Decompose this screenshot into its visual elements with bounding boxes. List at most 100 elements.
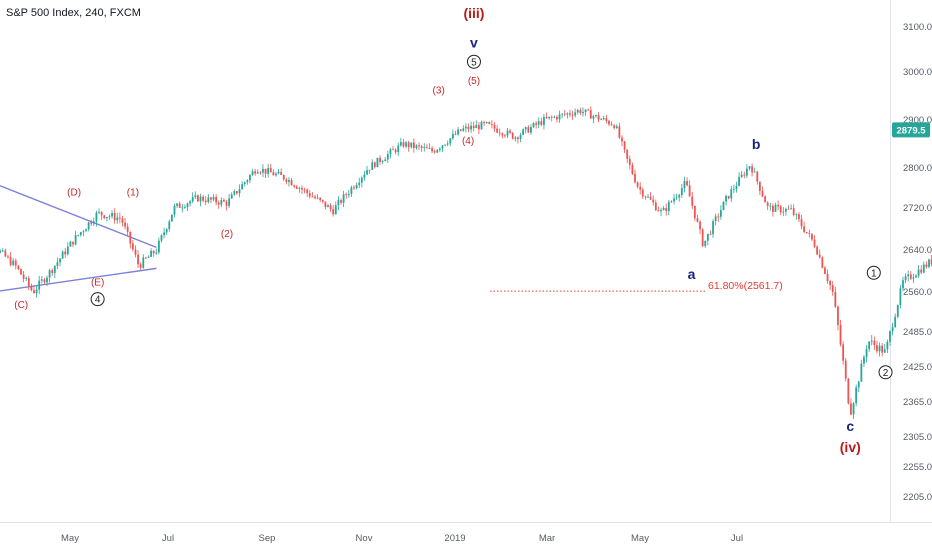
candle-body [376, 157, 379, 168]
candle-body [12, 260, 15, 266]
candle-body [212, 197, 215, 200]
candle-body [389, 149, 392, 155]
candle-body [688, 185, 691, 197]
candle-body [485, 121, 488, 123]
candle-body [454, 133, 457, 135]
candle-body [847, 378, 850, 404]
candle-body [582, 111, 584, 114]
candle-body [657, 210, 660, 212]
candle-body [925, 264, 928, 267]
candle-body [470, 125, 472, 130]
candle-body [514, 137, 517, 139]
candle-body [100, 211, 103, 216]
candle-body [379, 157, 381, 162]
candle-body [758, 181, 761, 192]
wave-label: c [846, 418, 854, 434]
candle-body [288, 179, 290, 182]
candle-body [628, 158, 631, 166]
candle-body [907, 274, 910, 277]
candle-body [818, 254, 821, 258]
wave-circle [878, 365, 893, 380]
price-tick-label: 3100.0 [903, 22, 932, 33]
candle-body [405, 142, 407, 147]
candle-body [204, 200, 207, 203]
candle-body [40, 279, 43, 281]
trendline [0, 184, 157, 249]
candle-body [280, 171, 283, 175]
candle-body [0, 250, 2, 253]
candle-body [4, 250, 7, 257]
candle-body [168, 221, 171, 230]
fib-level: 61.80%(2561.7) [490, 280, 783, 292]
time-tick-label: 2019 [444, 533, 465, 544]
price-tick-label: 2800.0 [903, 163, 932, 174]
candle-body [660, 210, 662, 212]
candle-body [686, 181, 688, 186]
candle-body [524, 127, 527, 130]
candle-body [860, 363, 863, 382]
candle-body [683, 181, 686, 189]
candle-body [72, 241, 74, 245]
price-tick-label: 2255.0 [903, 462, 932, 473]
current-price-badge[interactable]: 2879.5 [892, 122, 930, 138]
candle-body [506, 130, 509, 136]
wave-label: (D) [67, 188, 81, 199]
candle-body [186, 203, 189, 208]
candle-body [210, 197, 212, 200]
price-tick-label: 2365.0 [903, 397, 932, 408]
candle-body [415, 145, 418, 148]
candle-body [220, 200, 223, 205]
candle-body [735, 185, 738, 189]
candle-body [634, 173, 636, 183]
candle-body [667, 201, 670, 212]
candle-body [472, 125, 475, 129]
plot-background [0, 0, 890, 522]
candle-body [704, 240, 707, 247]
candle-body [917, 269, 920, 276]
candle-body [386, 154, 389, 160]
candle-body [74, 235, 77, 245]
candle-body [324, 201, 327, 208]
candle-body [483, 121, 486, 123]
candle-body [327, 205, 329, 208]
candle-body [20, 269, 22, 275]
candle-body [826, 273, 829, 281]
candle-body [548, 116, 551, 119]
candle-body [150, 250, 152, 257]
candle-body [878, 345, 881, 352]
candle-body [269, 168, 272, 173]
wave-label: (iv) [840, 439, 861, 455]
candle-body [870, 340, 873, 342]
wave-circle [466, 54, 481, 69]
candle-body [894, 316, 897, 328]
candle-body [431, 148, 433, 152]
time-tick-label: May [631, 533, 649, 544]
candle-body [298, 188, 301, 189]
candle-body [61, 251, 64, 259]
candle-body [92, 221, 95, 224]
wave-label: (1) [127, 188, 139, 199]
candle-body [428, 148, 431, 149]
wave-label: 5 [471, 57, 477, 68]
candle-body [329, 205, 332, 210]
price-tick-label: 2305.0 [903, 432, 932, 443]
wave-label: (5) [468, 76, 480, 87]
candle-body [111, 213, 113, 217]
candle-body [394, 149, 397, 153]
candle-body [842, 344, 845, 361]
candle-body [137, 254, 139, 265]
candle-body [670, 201, 673, 203]
candle-body [412, 142, 415, 148]
candle-body [595, 115, 597, 117]
candle-body [785, 208, 787, 212]
candle-body [14, 260, 17, 266]
candle-body [863, 357, 865, 364]
candle-body [857, 381, 860, 388]
candle-body [488, 121, 491, 124]
candle-body [147, 256, 150, 258]
candle-body [743, 174, 746, 176]
wave-label: 2 [883, 368, 889, 379]
candle-body [517, 137, 519, 140]
price-tick-label: 2560.0 [903, 287, 932, 298]
